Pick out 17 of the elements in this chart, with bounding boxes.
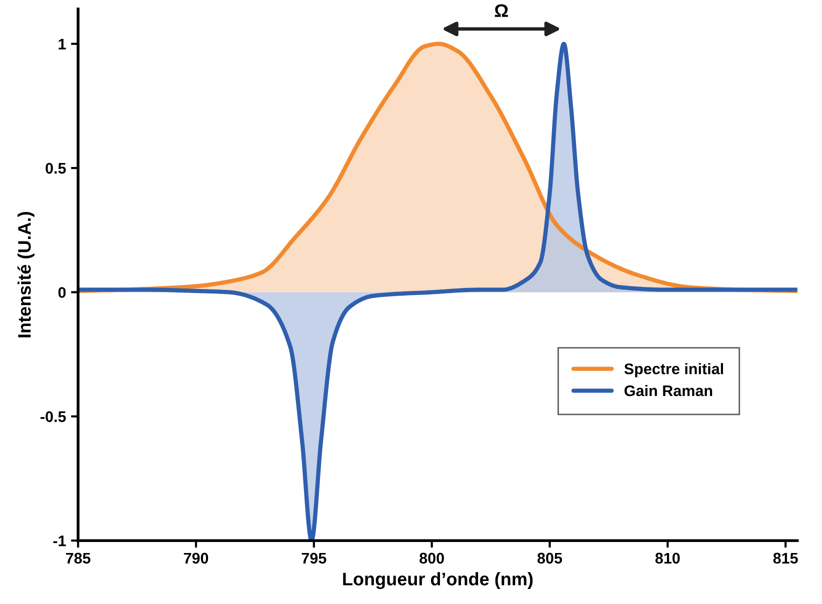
x-tick-label: 800 bbox=[420, 552, 444, 564]
x-tick-label: 805 bbox=[537, 552, 562, 564]
x-axis-title: Longueur d’onde (nm) bbox=[343, 572, 533, 590]
legend-label: Gain Raman bbox=[624, 384, 712, 396]
y-tick-label: -1 bbox=[53, 536, 66, 546]
y-axis-title: Intensité (U.A.) bbox=[17, 212, 34, 338]
x-tick-label: 790 bbox=[184, 552, 208, 564]
x-tick-label: 810 bbox=[655, 552, 680, 564]
y-tick-label: -0.5 bbox=[40, 411, 66, 422]
y-tick-label: 0.5 bbox=[46, 162, 66, 174]
x-tick-label: 785 bbox=[66, 552, 90, 564]
y-tick-label: 1 bbox=[58, 38, 66, 50]
legend-label: Spectre initial bbox=[624, 363, 723, 378]
annotation: Ω bbox=[494, 4, 508, 17]
x-tick-label: 815 bbox=[773, 552, 798, 564]
y-tick-label: 0 bbox=[58, 287, 66, 298]
x-tick-label: 795 bbox=[302, 552, 326, 564]
